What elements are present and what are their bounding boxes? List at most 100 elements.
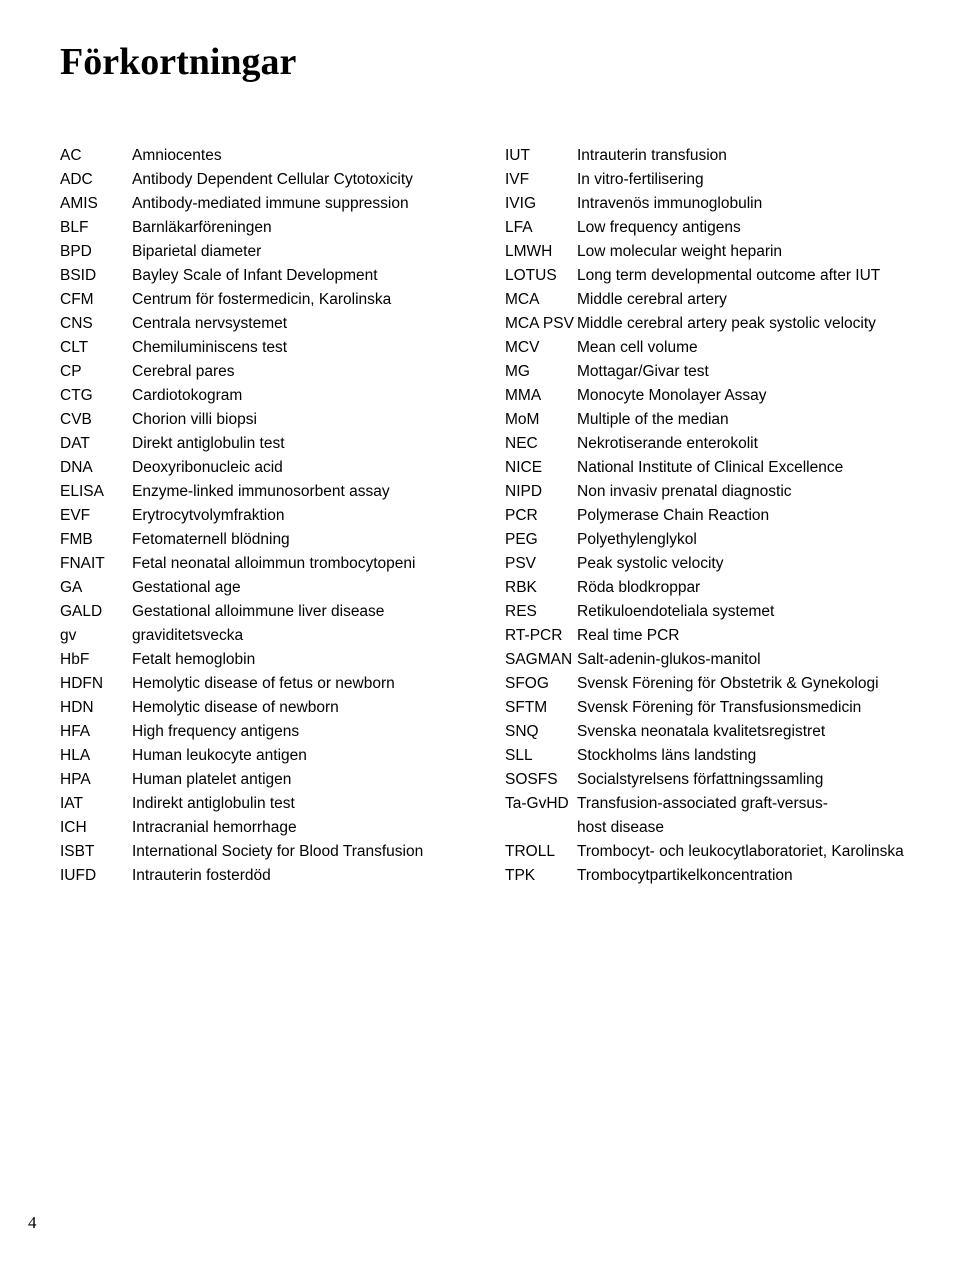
- abbr-definition: Intracranial hemorrhage: [132, 816, 465, 840]
- abbr-label: DNA: [60, 456, 132, 480]
- abbr-entry: SNQSvenska neonatala kvalitetsregistret: [505, 720, 910, 744]
- abbr-label: TPK: [505, 864, 577, 888]
- abbr-definition: Middle cerebral artery peak systolic vel…: [577, 312, 910, 336]
- abbr-label: PCR: [505, 504, 577, 528]
- abbr-definition: Gestational age: [132, 576, 465, 600]
- abbr-entry: GAGestational age: [60, 576, 465, 600]
- abbr-label: AMIS: [60, 192, 132, 216]
- abbr-label: CFM: [60, 288, 132, 312]
- abbr-entry: RT-PCRReal time PCR: [505, 624, 910, 648]
- abbr-definition: Real time PCR: [577, 624, 910, 648]
- abbr-entry: PCRPolymerase Chain Reaction: [505, 504, 910, 528]
- abbr-label: LOTUS: [505, 264, 577, 288]
- abbr-definition: Nekrotiserande enterokolit: [577, 432, 910, 456]
- abbr-label: ICH: [60, 816, 132, 840]
- abbr-entry: IVIGIntravenös immunoglobulin: [505, 192, 910, 216]
- abbr-entry: BPDBiparietal diameter: [60, 240, 465, 264]
- abbr-label: SFTM: [505, 696, 577, 720]
- abbr-label: HDFN: [60, 672, 132, 696]
- abbr-definition: Intravenös immunoglobulin: [577, 192, 910, 216]
- abbr-entry: IUTIntrauterin transfusion: [505, 144, 910, 168]
- abbr-definition: Multiple of the median: [577, 408, 910, 432]
- abbr-entry: DNADeoxyribonucleic acid: [60, 456, 465, 480]
- abbr-label: MG: [505, 360, 577, 384]
- abbr-label: ADC: [60, 168, 132, 192]
- abbr-definition: Centrala nervsystemet: [132, 312, 465, 336]
- abbr-entry: HDFNHemolytic disease of fetus or newbor…: [60, 672, 465, 696]
- abbr-label: HFA: [60, 720, 132, 744]
- abbr-label: TROLL: [505, 840, 577, 864]
- abbr-entry: GALDGestational alloimmune liver disease: [60, 600, 465, 624]
- abbr-definition: Bayley Scale of Infant Development: [132, 264, 465, 288]
- abbr-definition: Direkt antiglobulin test: [132, 432, 465, 456]
- abbr-entry: HLAHuman leukocyte antigen: [60, 744, 465, 768]
- abbr-entry: ACAmniocentes: [60, 144, 465, 168]
- abbr-definition: National Institute of Clinical Excellenc…: [577, 456, 910, 480]
- abbr-definition: Gestational alloimmune liver disease: [132, 600, 465, 624]
- abbr-label: RT-PCR: [505, 624, 577, 648]
- abbr-entry: CVBChorion villi biopsi: [60, 408, 465, 432]
- abbr-label: IUFD: [60, 864, 132, 888]
- abbr-entry-continuation: host disease: [505, 816, 910, 840]
- abbr-definition: Retikuloendoteliala systemet: [577, 600, 910, 624]
- abbr-entry: HPAHuman platelet antigen: [60, 768, 465, 792]
- abbr-entry: PEGPolyethylenglykol: [505, 528, 910, 552]
- abbr-label: CLT: [60, 336, 132, 360]
- abbr-label: HPA: [60, 768, 132, 792]
- abbr-definition: Chemiluminiscens test: [132, 336, 465, 360]
- abbr-entry: SAGMANSalt-adenin-glukos-manitol: [505, 648, 910, 672]
- abbr-definition: Cardiotokogram: [132, 384, 465, 408]
- abbr-definition: Low molecular weight heparin: [577, 240, 910, 264]
- abbr-entry: TPKTrombocytpartikelkoncentration: [505, 864, 910, 888]
- abbr-definition: Intrauterin fosterdöd: [132, 864, 465, 888]
- abbr-definition: International Society for Blood Transfus…: [132, 840, 465, 864]
- abbr-entry: LFALow frequency antigens: [505, 216, 910, 240]
- abbr-label: CNS: [60, 312, 132, 336]
- abbr-label: SLL: [505, 744, 577, 768]
- abbr-entry: DATDirekt antiglobulin test: [60, 432, 465, 456]
- abbr-definition: Chorion villi biopsi: [132, 408, 465, 432]
- abbr-entry: ISBTInternational Society for Blood Tran…: [60, 840, 465, 864]
- abbr-entry: IVFIn vitro-fertilisering: [505, 168, 910, 192]
- abbr-entry: SOSFSSocialstyrelsens författningssamlin…: [505, 768, 910, 792]
- abbr-definition: Trombocytpartikelkoncentration: [577, 864, 910, 888]
- right-column: IUTIntrauterin transfusionIVFIn vitro-fe…: [505, 144, 910, 888]
- abbr-entry: NECNekrotiserande enterokolit: [505, 432, 910, 456]
- abbr-definition: Trombocyt- och leukocytlaboratoriet, Kar…: [577, 840, 910, 864]
- abbr-entry: NIPDNon invasiv prenatal diagnostic: [505, 480, 910, 504]
- abbr-label: MCA PSV: [505, 312, 577, 336]
- abbr-entry: PSVPeak systolic velocity: [505, 552, 910, 576]
- abbr-entry: MCAMiddle cerebral artery: [505, 288, 910, 312]
- abbr-definition: Hemolytic disease of newborn: [132, 696, 465, 720]
- abbr-definition: Monocyte Monolayer Assay: [577, 384, 910, 408]
- abbr-label: GALD: [60, 600, 132, 624]
- abbr-definition: Mean cell volume: [577, 336, 910, 360]
- abbr-definition: Long term developmental outcome after IU…: [577, 264, 910, 288]
- abbr-entry: LMWHLow molecular weight heparin: [505, 240, 910, 264]
- columns-wrapper: ACAmniocentesADCAntibody Dependent Cellu…: [60, 144, 910, 888]
- abbr-label: HLA: [60, 744, 132, 768]
- abbr-label: CVB: [60, 408, 132, 432]
- abbr-entry: LOTUSLong term developmental outcome aft…: [505, 264, 910, 288]
- abbr-definition: Socialstyrelsens författningssamling: [577, 768, 910, 792]
- abbr-label: HbF: [60, 648, 132, 672]
- abbr-definition: Fetal neonatal alloimmun trombocytopeni: [132, 552, 465, 576]
- abbr-entry: Ta-GvHDTransfusion-associated graft-vers…: [505, 792, 910, 816]
- abbr-entry: HbFFetalt hemoglobin: [60, 648, 465, 672]
- abbr-label: gv: [60, 624, 132, 648]
- abbr-definition: Barnläkarföreningen: [132, 216, 465, 240]
- abbr-entry: IATIndirekt antiglobulin test: [60, 792, 465, 816]
- abbr-definition: Fetalt hemoglobin: [132, 648, 465, 672]
- abbr-definition: Antibody-mediated immune suppression: [132, 192, 465, 216]
- page-number: 4: [28, 1213, 37, 1233]
- abbr-label: BSID: [60, 264, 132, 288]
- abbr-label: MoM: [505, 408, 577, 432]
- abbr-definition: Centrum för fostermedicin, Karolinska: [132, 288, 465, 312]
- abbr-entry: SFOGSvensk Förening för Obstetrik & Gyne…: [505, 672, 910, 696]
- abbr-label: LMWH: [505, 240, 577, 264]
- abbr-entry: BLFBarnläkarföreningen: [60, 216, 465, 240]
- abbr-entry: ICHIntracranial hemorrhage: [60, 816, 465, 840]
- abbr-definition: Fetomaternell blödning: [132, 528, 465, 552]
- abbr-label: NEC: [505, 432, 577, 456]
- abbr-entry: MoMMultiple of the median: [505, 408, 910, 432]
